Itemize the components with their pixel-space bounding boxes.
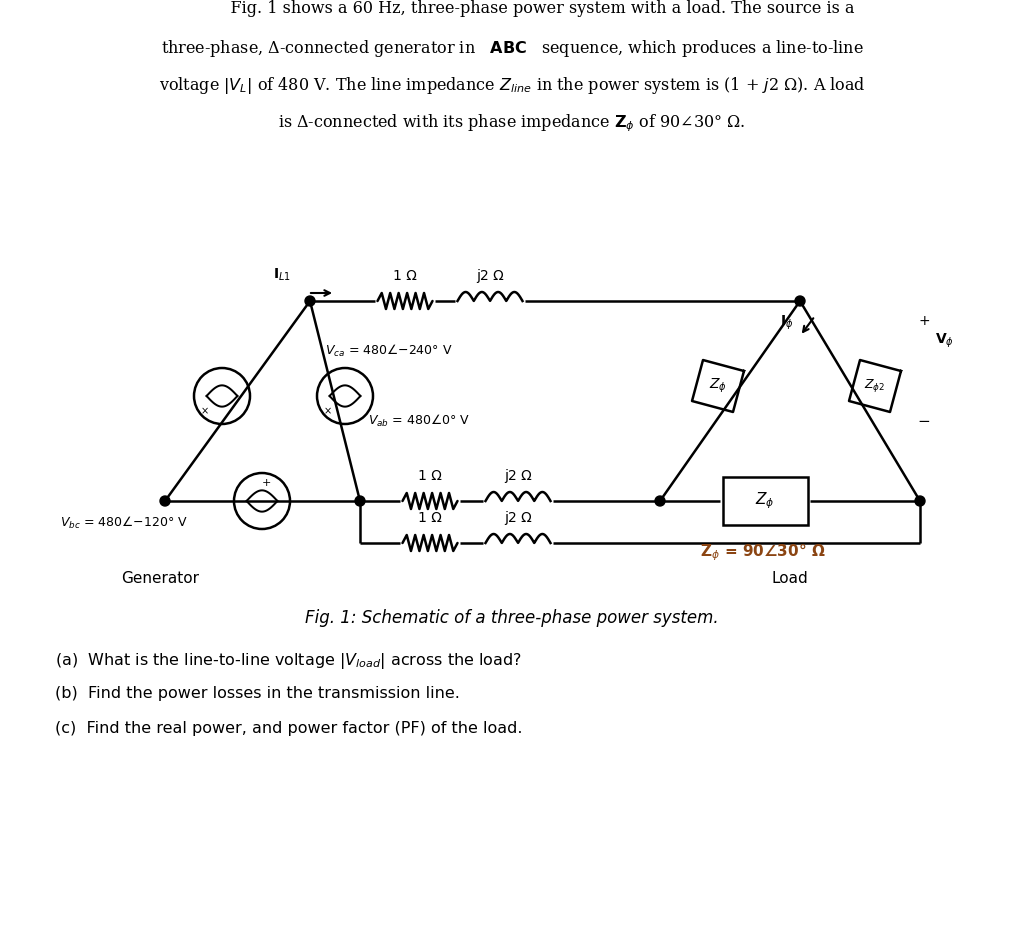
Text: +: + [261,478,271,488]
Text: $V_{bc}$ = 480∠−120° V: $V_{bc}$ = 480∠−120° V [60,515,187,531]
Text: j2 Ω: j2 Ω [504,511,531,525]
Text: $\mathbf{Z}_\phi$ = 90∠30° Ω: $\mathbf{Z}_\phi$ = 90∠30° Ω [700,543,825,563]
Text: Load: Load [772,571,808,586]
Circle shape [160,496,170,506]
Text: 1 Ω: 1 Ω [393,269,417,283]
Text: $V_{ab}$ = 480∠0° V: $V_{ab}$ = 480∠0° V [368,413,470,429]
Text: Fig. 1: Schematic of a three-phase power system.: Fig. 1: Schematic of a three-phase power… [305,609,719,627]
Text: $\mathbf{I}_{L1}$: $\mathbf{I}_{L1}$ [273,266,291,283]
Text: (b)  Find the power losses in the transmission line.: (b) Find the power losses in the transmi… [55,686,460,701]
Text: j2 Ω: j2 Ω [504,469,531,483]
Text: −: − [918,413,931,428]
Text: Generator: Generator [121,571,199,586]
Circle shape [305,296,315,306]
Text: 1 Ω: 1 Ω [418,511,442,525]
Circle shape [795,296,805,306]
Text: $\mathbf{V}_\phi$: $\mathbf{V}_\phi$ [935,331,954,350]
Bar [723,477,808,525]
Text: $Z_\phi$: $Z_\phi$ [756,491,775,511]
Text: +: + [919,314,930,328]
Text: ×: × [325,407,332,416]
Text: voltage $|V_L|$ of 480 V. The line impedance $Z_{line}$ in the power system is (: voltage $|V_L|$ of 480 V. The line imped… [159,75,865,96]
Circle shape [655,496,665,506]
Text: is Δ-connected with its phase impedance $\mathbf{Z}_\phi$ of 90∠30° Ω.: is Δ-connected with its phase impedance … [279,112,745,134]
Text: three-phase, Δ-connected generator in   $\mathbf{ABC}$   sequence, which produce: three-phase, Δ-connected generator in $\… [161,38,863,59]
Text: $V_{ca}$ = 480∠−240° V: $V_{ca}$ = 480∠−240° V [325,343,453,359]
Circle shape [915,496,925,506]
Text: $\mathbf{I}_\phi$: $\mathbf{I}_\phi$ [779,314,793,332]
Text: (a)  What is the line-to-line voltage $|V_{load}|$ across the load?: (a) What is the line-to-line voltage $|V… [55,651,522,671]
Text: (c)  Find the real power, and power factor (PF) of the load.: (c) Find the real power, and power facto… [55,721,522,736]
Text: Fig. 1 shows a 60 Hz, three-phase power system with a load. The source is a: Fig. 1 shows a 60 Hz, three-phase power … [169,0,855,17]
Circle shape [355,496,365,506]
Text: j2 Ω: j2 Ω [476,269,504,283]
Text: $Z_{\phi 2}$: $Z_{\phi 2}$ [864,377,886,395]
Text: $Z_\phi$: $Z_\phi$ [709,377,727,395]
Text: 1 Ω: 1 Ω [418,469,442,483]
Text: ×: × [201,407,209,416]
